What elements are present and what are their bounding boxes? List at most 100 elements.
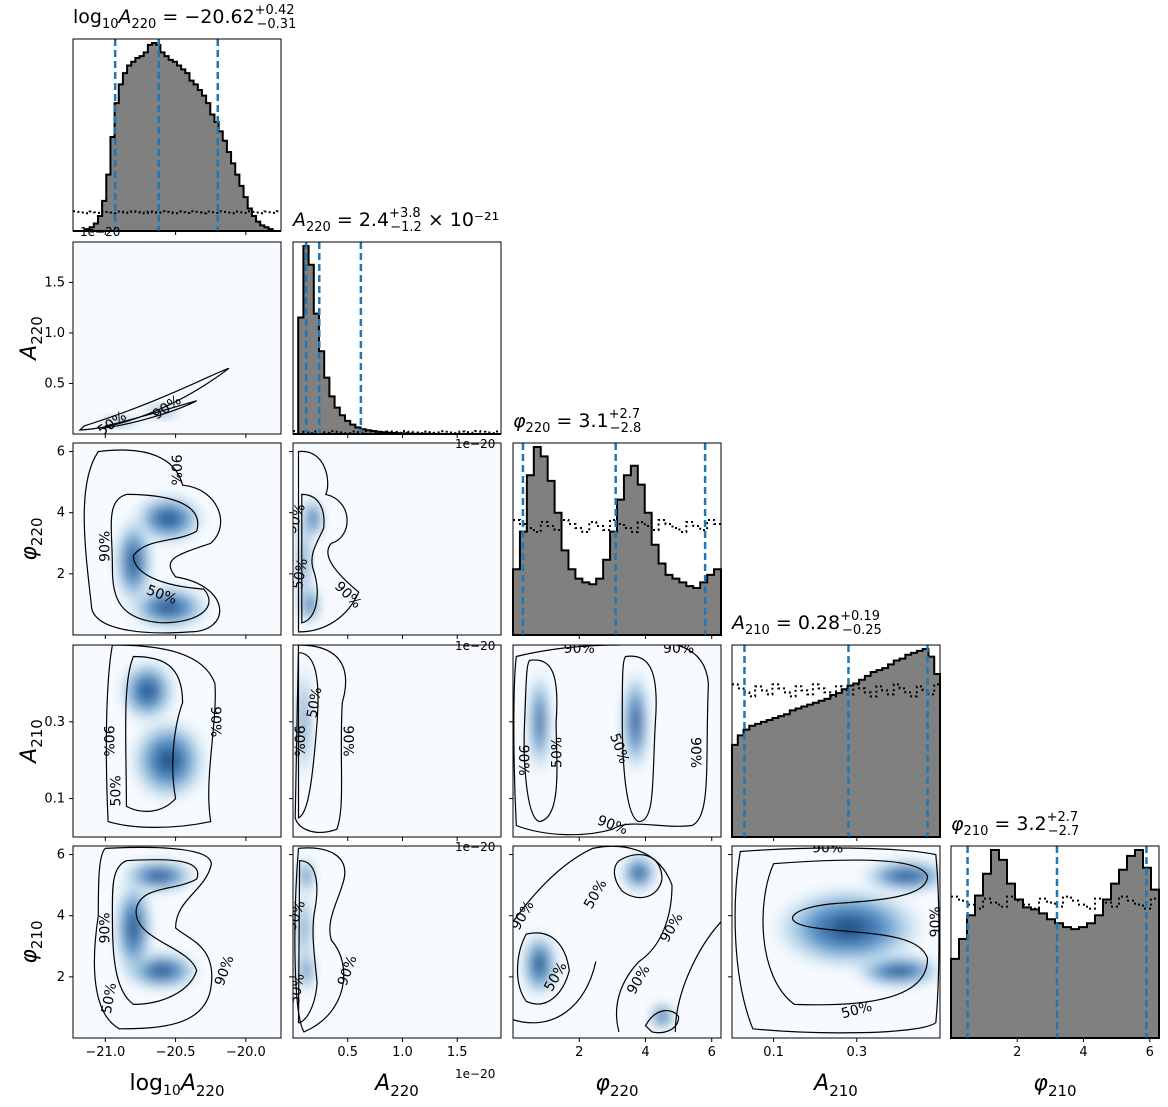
y-tick-label: 0.3: [44, 715, 65, 730]
panel-frame: [292, 442, 502, 636]
x-tick-label: 2: [1013, 1045, 1021, 1060]
panel-background: [73, 242, 281, 434]
panel-frame: [950, 845, 1160, 1039]
panel-frame: [731, 644, 941, 838]
contour-50: [644, 1010, 680, 1034]
y-tick-label: 4: [57, 506, 65, 521]
contour-label: 90%: [928, 906, 944, 937]
title-phi210: φ210 = 3.2+2.7 −2.7: [951, 810, 1079, 839]
x-tick-label: 4: [1079, 1045, 1087, 1060]
density-blob: [116, 656, 179, 726]
panel-frame: [292, 644, 502, 838]
offset-text: 1e−20: [80, 225, 120, 239]
panel-frame: [512, 442, 722, 636]
contour-label: 90%: [97, 531, 113, 562]
contour-90: [294, 847, 346, 1033]
panel-phi210: [950, 845, 1160, 1042]
panel-frame: [731, 845, 941, 1039]
contour-label: 90%: [290, 725, 306, 756]
title-A210: A210 = 0.28+0.19 −0.25: [730, 609, 882, 638]
panel-frame: [72, 442, 282, 636]
y-axis-label-phi220: φ220: [17, 517, 46, 560]
x-tick-label: 2: [575, 1045, 583, 1060]
contour-50: [111, 859, 199, 1006]
x-axis-label-phi220: φ220: [595, 1071, 638, 1100]
y-tick-label: 6: [57, 445, 65, 460]
contour-90: [294, 645, 347, 833]
posterior-histogram: [950, 849, 1160, 1039]
density-blob: [126, 714, 211, 807]
panel-frame: [512, 644, 722, 838]
x-tick-label: 1.5: [447, 1045, 468, 1060]
contour-label: 90%: [340, 725, 356, 756]
x-tick-label: −20.0: [226, 1045, 266, 1060]
contour-50: [125, 655, 184, 812]
contour-label: 50%: [109, 775, 125, 806]
panel-frame: [72, 38, 282, 232]
posterior-histogram: [731, 648, 941, 838]
contour-50: [297, 860, 318, 1024]
x-axis-label-A220: A220: [373, 1071, 419, 1100]
density-blob: [112, 512, 155, 611]
contour-50: [104, 400, 197, 429]
contour-50: [523, 659, 558, 823]
posterior-histogram: [73, 42, 281, 232]
panel-frame: [72, 644, 282, 838]
contour-label: 90%: [663, 641, 694, 657]
contour-label: 90%: [515, 745, 531, 776]
prior-histogram: [293, 430, 501, 435]
contour-label: 50%: [304, 686, 325, 719]
offset-text: 1e−20: [455, 639, 495, 653]
panel-A210: [731, 644, 941, 841]
x-tick-label: 0.3: [846, 1045, 867, 1060]
y-axis-label-A210: A210: [17, 719, 46, 765]
density-blob: [112, 872, 155, 983]
contour-90: [93, 846, 213, 1030]
contour-50: [301, 493, 325, 624]
contour-label: 90%: [207, 706, 223, 737]
x-tick-label: 4: [641, 1045, 649, 1060]
y-tick-label: 0.5: [44, 376, 65, 391]
contour-50: [297, 652, 319, 819]
panel-frame: [72, 845, 282, 1039]
contour-90: [83, 449, 222, 634]
contour-label: 90%: [168, 454, 184, 485]
contour-50: [613, 853, 663, 899]
panel-log10A220-vs-phi220: 90%90%50%: [69, 442, 282, 639]
y-tick-label: 2: [57, 567, 65, 582]
prior-histogram: [732, 683, 940, 698]
x-tick-label: 1.0: [392, 1045, 413, 1060]
contour-50: [516, 932, 570, 1005]
panel-frame: [292, 241, 502, 435]
density-blob: [298, 652, 310, 791]
prior-histogram: [73, 210, 281, 215]
title-phi220: φ220 = 3.1+2.7 −2.8: [513, 407, 641, 436]
contour-90: [513, 846, 721, 1033]
contour-label: 50%: [840, 999, 874, 1023]
contour-90: [513, 645, 710, 836]
x-axis-label-phi210: φ210: [1033, 1071, 1076, 1100]
contour-label: 90%: [564, 641, 595, 657]
contour-50: [762, 859, 929, 1006]
contour-label: 50%: [99, 982, 120, 1015]
density-blob: [765, 882, 932, 974]
contour-50: [110, 493, 210, 624]
panel-log10A220-vs-A210: 90% 90% 50%: [69, 644, 282, 841]
y-axis-label-A220: A220: [17, 316, 46, 362]
contour-90: [105, 645, 216, 828]
x-tick-label: 0.5: [337, 1045, 358, 1060]
x-axis-label-log10A220: log10A220: [129, 1071, 224, 1100]
panel-A220: [292, 241, 502, 438]
offset-text: 1e−20: [455, 437, 495, 451]
y-tick-label: 2: [57, 970, 65, 985]
contour-90: [734, 847, 940, 1034]
x-tick-label: 6: [708, 1045, 716, 1060]
panel-frame: [292, 845, 502, 1039]
x-tick-label: 0.1: [763, 1045, 784, 1060]
offset-text: 1e−20: [455, 1067, 495, 1081]
panel-frame: [72, 241, 282, 435]
panel-phi220: [512, 442, 722, 639]
y-tick-label: 1.0: [44, 326, 65, 341]
contour-label: 50%: [290, 557, 311, 590]
